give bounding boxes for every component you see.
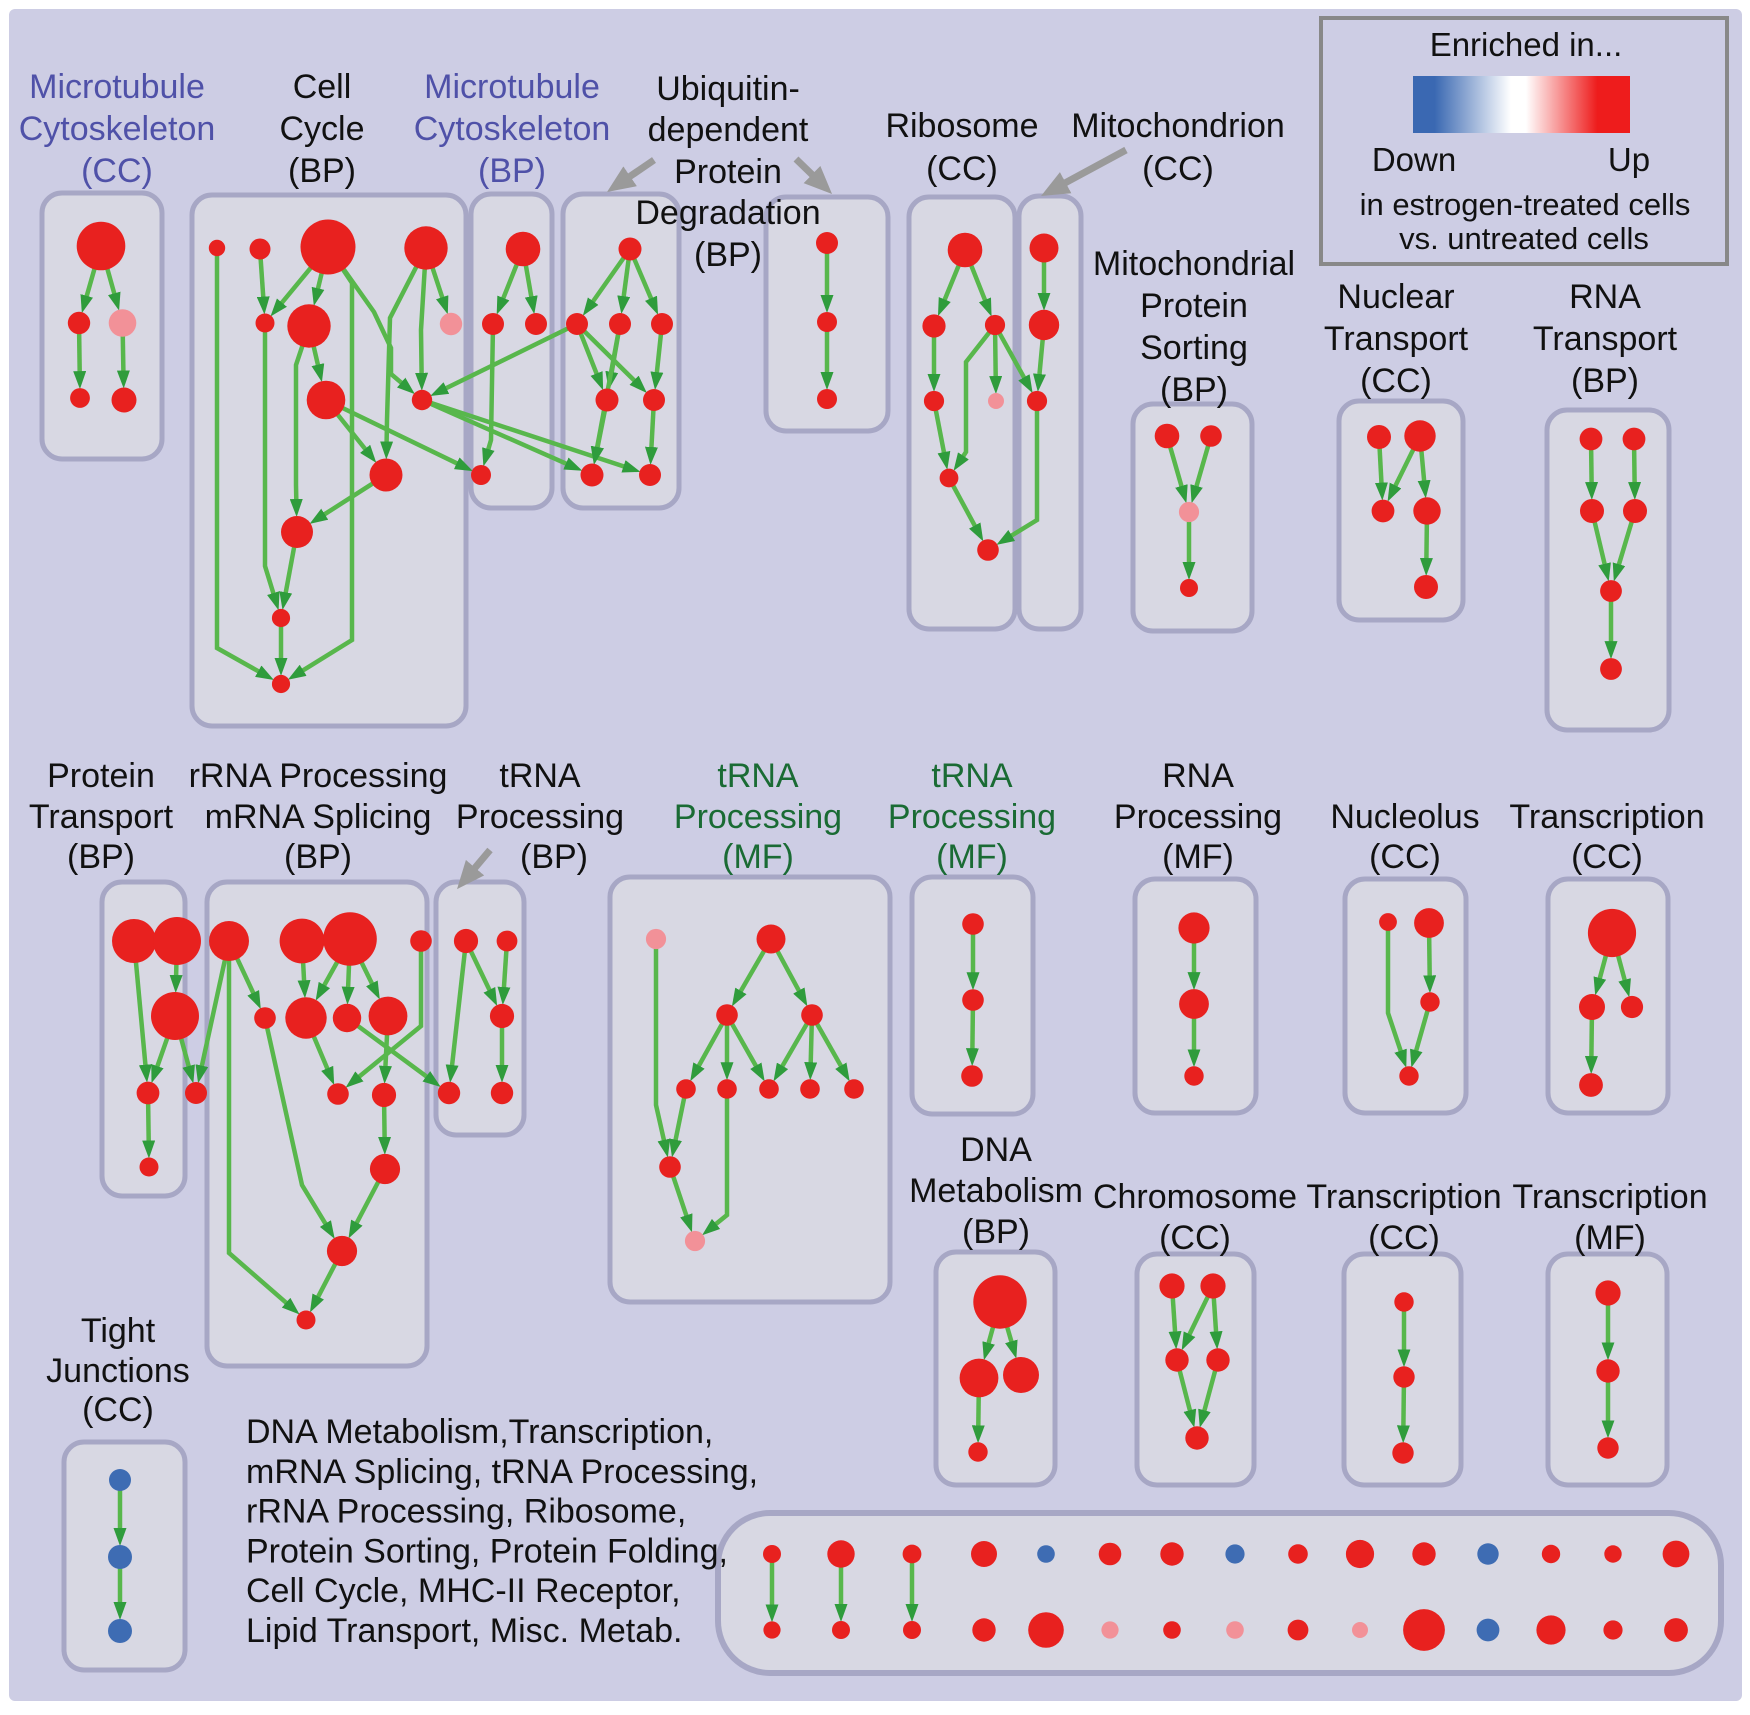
svg-text:Junctions: Junctions bbox=[46, 1352, 190, 1390]
svg-text:Cytoskeleton: Cytoskeleton bbox=[19, 110, 216, 148]
svg-text:Enriched in...: Enriched in... bbox=[1430, 26, 1623, 63]
svg-text:Processing: Processing bbox=[888, 798, 1056, 836]
svg-text:Transport: Transport bbox=[1533, 320, 1678, 358]
svg-text:(BP): (BP) bbox=[1160, 371, 1228, 409]
svg-text:Cytoskeleton: Cytoskeleton bbox=[414, 110, 611, 148]
svg-text:RNA: RNA bbox=[1162, 757, 1234, 795]
svg-text:Down: Down bbox=[1372, 141, 1456, 178]
svg-text:(MF): (MF) bbox=[936, 838, 1008, 876]
svg-text:Nuclear: Nuclear bbox=[1337, 278, 1454, 316]
svg-text:mRNA Splicing, tRNA Processing: mRNA Splicing, tRNA Processing, bbox=[246, 1453, 758, 1491]
svg-text:Sorting: Sorting bbox=[1140, 329, 1248, 367]
svg-text:DNA: DNA bbox=[960, 1131, 1032, 1169]
svg-text:in estrogen-treated cells: in estrogen-treated cells bbox=[1360, 187, 1691, 222]
svg-text:Processing: Processing bbox=[456, 798, 624, 836]
svg-text:Ubiquitin-: Ubiquitin- bbox=[656, 70, 800, 108]
svg-text:Ribosome: Ribosome bbox=[885, 107, 1038, 145]
svg-text:(MF): (MF) bbox=[722, 838, 794, 876]
svg-text:(BP): (BP) bbox=[478, 152, 546, 190]
svg-text:(BP): (BP) bbox=[520, 838, 588, 876]
svg-text:Chromosome: Chromosome bbox=[1093, 1178, 1297, 1216]
svg-text:(MF): (MF) bbox=[1574, 1219, 1646, 1257]
svg-text:Processing: Processing bbox=[1114, 798, 1282, 836]
svg-text:Up: Up bbox=[1608, 141, 1650, 178]
svg-text:Tight: Tight bbox=[81, 1312, 156, 1350]
svg-text:Microtubule: Microtubule bbox=[29, 68, 205, 106]
svg-text:DNA Metabolism,Transcription,: DNA Metabolism,Transcription, bbox=[246, 1413, 713, 1451]
svg-text:tRNA: tRNA bbox=[931, 757, 1013, 795]
svg-text:Transcription: Transcription bbox=[1509, 798, 1704, 836]
svg-text:Processing: Processing bbox=[674, 798, 842, 836]
svg-text:Cell Cycle, MHC-II Receptor,: Cell Cycle, MHC-II Receptor, bbox=[246, 1572, 681, 1610]
svg-text:Transcription: Transcription bbox=[1512, 1178, 1707, 1216]
svg-text:(CC): (CC) bbox=[1369, 838, 1441, 876]
svg-text:(CC): (CC) bbox=[1159, 1219, 1231, 1257]
svg-text:(CC): (CC) bbox=[1360, 362, 1432, 400]
svg-text:(BP): (BP) bbox=[288, 152, 356, 190]
svg-text:(BP): (BP) bbox=[694, 236, 762, 274]
svg-text:Cycle: Cycle bbox=[279, 110, 364, 148]
svg-text:RNA: RNA bbox=[1569, 278, 1641, 316]
svg-text:Microtubule: Microtubule bbox=[424, 68, 600, 106]
svg-text:vs. untreated cells: vs. untreated cells bbox=[1399, 221, 1649, 256]
svg-text:Protein: Protein bbox=[1140, 287, 1248, 325]
svg-text:Protein Sorting, Protein Foldi: Protein Sorting, Protein Folding, bbox=[246, 1532, 728, 1570]
svg-text:rRNA Processing: rRNA Processing bbox=[189, 757, 448, 795]
svg-text:(BP): (BP) bbox=[284, 838, 352, 876]
svg-text:Transport: Transport bbox=[1324, 320, 1469, 358]
svg-text:Protein: Protein bbox=[47, 757, 155, 795]
svg-text:Cell: Cell bbox=[293, 68, 352, 106]
svg-text:rRNA Processing, Ribosome,: rRNA Processing, Ribosome, bbox=[246, 1493, 686, 1531]
svg-text:Transport: Transport bbox=[29, 798, 174, 836]
svg-text:(BP): (BP) bbox=[962, 1213, 1030, 1251]
svg-text:(BP): (BP) bbox=[1571, 362, 1639, 400]
svg-text:(MF): (MF) bbox=[1162, 838, 1234, 876]
svg-text:Mitochondrial: Mitochondrial bbox=[1093, 245, 1295, 283]
svg-text:(CC): (CC) bbox=[1368, 1219, 1440, 1257]
svg-text:Metabolism: Metabolism bbox=[909, 1172, 1083, 1210]
svg-text:dependent: dependent bbox=[648, 111, 809, 149]
svg-text:tRNA: tRNA bbox=[717, 757, 799, 795]
svg-text:Protein: Protein bbox=[674, 153, 782, 191]
svg-text:Degradation: Degradation bbox=[635, 194, 820, 232]
svg-text:(CC): (CC) bbox=[1142, 150, 1214, 188]
svg-text:(CC): (CC) bbox=[1571, 838, 1643, 876]
svg-text:Nucleolus: Nucleolus bbox=[1330, 798, 1479, 836]
svg-text:Lipid Transport, Misc. Metab.: Lipid Transport, Misc. Metab. bbox=[246, 1612, 683, 1650]
svg-text:(CC): (CC) bbox=[926, 150, 998, 188]
svg-text:(BP): (BP) bbox=[67, 838, 135, 876]
svg-text:tRNA: tRNA bbox=[499, 757, 581, 795]
svg-text:(CC): (CC) bbox=[82, 1391, 154, 1429]
svg-text:Mitochondrion: Mitochondrion bbox=[1071, 107, 1285, 145]
svg-text:(CC): (CC) bbox=[81, 152, 153, 190]
svg-text:mRNA Splicing: mRNA Splicing bbox=[205, 798, 432, 836]
svg-text:Transcription: Transcription bbox=[1306, 1178, 1501, 1216]
